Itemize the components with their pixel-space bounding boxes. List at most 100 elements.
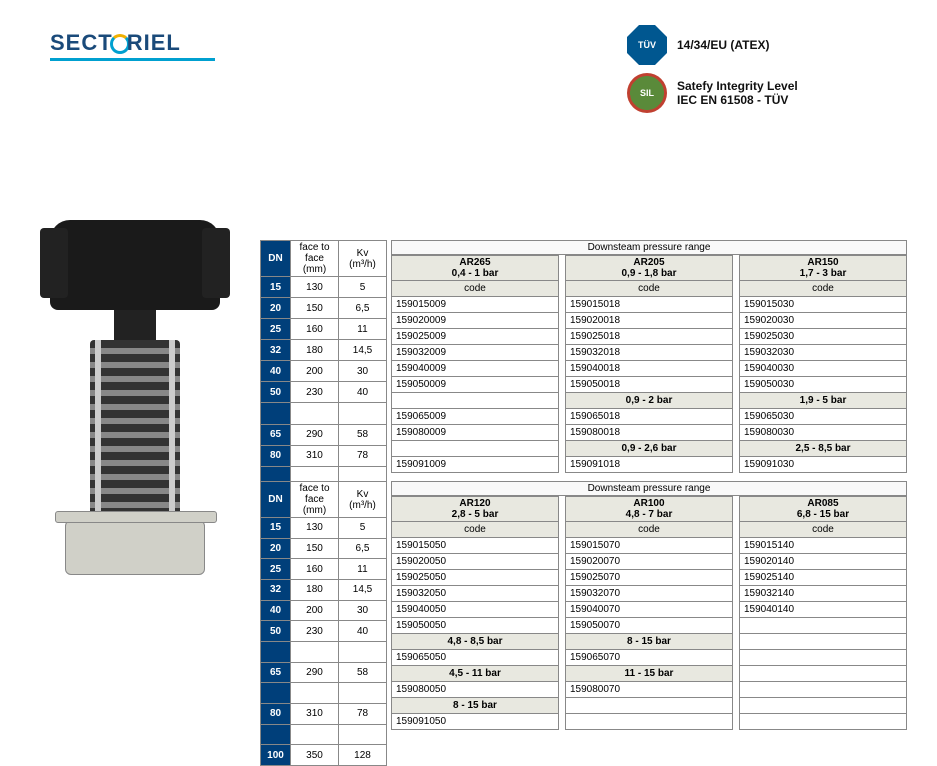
table-row: 201506,5 (261, 298, 387, 319)
code-cell: 159020030 (740, 313, 907, 329)
code-cell: 159020070 (566, 554, 733, 570)
table-row: 5023040 (261, 621, 387, 642)
code-cell: 159025030 (740, 329, 907, 345)
code-cell: 159091030 (740, 457, 907, 473)
logo-underline (50, 58, 215, 61)
kv-header-2: Kv (m³/h) (339, 482, 387, 518)
pressure-range-header-1: Downsteam pressure range (391, 240, 907, 255)
cert-atex-label: 14/34/EU (ATEX) (677, 38, 769, 52)
code-cell: 159015070 (566, 538, 733, 554)
dim-table-1: DN face to face (mm) Kv (m³/h) 151305201… (260, 240, 387, 509)
code-cell: 159065009 (392, 409, 559, 425)
code-cell: 159080070 (566, 682, 733, 698)
code-header: code (392, 281, 559, 297)
code-cell: 159080030 (740, 425, 907, 441)
code-cell (740, 634, 907, 650)
range-subheader: 1,9 - 5 bar (740, 393, 907, 409)
code-cell: 159040140 (740, 602, 907, 618)
tuv-icon: TÜV (627, 25, 667, 65)
range-subheader: 11 - 15 bar (566, 666, 733, 682)
code-cell (740, 618, 907, 634)
code-cell (740, 682, 907, 698)
code-cell: 159065070 (566, 650, 733, 666)
code-table-AR265: AR2650,4 - 1 barcode15901500915902000915… (391, 255, 559, 473)
code-cell: 159032009 (392, 345, 559, 361)
code-cell: 159040030 (740, 361, 907, 377)
range-subheader: 0,9 - 2,6 bar (566, 441, 733, 457)
code-cell: 159025009 (392, 329, 559, 345)
pressure-range-header-2: Downsteam pressure range (391, 481, 907, 496)
table-row: 100350128 (261, 745, 387, 766)
code-cell: 159025140 (740, 570, 907, 586)
kv-header: Kv (m³/h) (339, 241, 387, 277)
code-cell: 159080050 (392, 682, 559, 698)
f2f-header: face to face (mm) (291, 241, 339, 277)
code-cell: 159015009 (392, 297, 559, 313)
product-image (40, 220, 230, 640)
model-header: AR2650,4 - 1 bar (392, 256, 559, 281)
code-cell (740, 666, 907, 682)
code-cell: 159032030 (740, 345, 907, 361)
table-row: 4020030 (261, 600, 387, 621)
model-header: AR1004,8 - 7 bar (566, 497, 733, 522)
code-cell: 159015030 (740, 297, 907, 313)
code-cell: 159080009 (392, 425, 559, 441)
table-row: 4020030 (261, 361, 387, 382)
brand-logo: SECTRIEL (50, 30, 181, 56)
code-header: code (740, 281, 907, 297)
code-cell: 159065030 (740, 409, 907, 425)
code-cell: 159020050 (392, 554, 559, 570)
code-table-AR150: AR1501,7 - 3 barcode15901503015902003015… (739, 255, 907, 473)
table-row: 8031078 (261, 445, 387, 466)
code-cell: 159091050 (392, 714, 559, 730)
range-subheader: 8 - 15 bar (392, 698, 559, 714)
code-cell: 159050030 (740, 377, 907, 393)
code-cell: 159025070 (566, 570, 733, 586)
code-cell: 159032018 (566, 345, 733, 361)
code-cell: 159032140 (740, 586, 907, 602)
code-table-AR120: AR1202,8 - 5 barcode15901505015902005015… (391, 496, 559, 730)
code-cell: 159020140 (740, 554, 907, 570)
dn-header: DN (261, 241, 291, 277)
code-header: code (566, 522, 733, 538)
code-header: code (740, 522, 907, 538)
code-cell: 159020018 (566, 313, 733, 329)
code-table-AR100: AR1004,8 - 7 barcode15901507015902007015… (565, 496, 733, 730)
table-row: 151305 (261, 277, 387, 298)
table-row: 3218014,5 (261, 579, 387, 600)
code-cell: 159040009 (392, 361, 559, 377)
code-cell: 159091009 (392, 457, 559, 473)
table-row: 201506,5 (261, 538, 387, 559)
code-cell: 159050070 (566, 618, 733, 634)
range-subheader: 4,5 - 11 bar (392, 666, 559, 682)
model-header: AR2050,9 - 1,8 bar (566, 256, 733, 281)
code-cell (740, 650, 907, 666)
model-header: AR1501,7 - 3 bar (740, 256, 907, 281)
code-cell: 159040050 (392, 602, 559, 618)
model-header: AR1202,8 - 5 bar (392, 497, 559, 522)
code-cell: 159032050 (392, 586, 559, 602)
table-row: 3218014,5 (261, 340, 387, 361)
code-cell: 159020009 (392, 313, 559, 329)
code-cell: 159065018 (566, 409, 733, 425)
code-cell: 159065050 (392, 650, 559, 666)
cert-sil-label: Satefy Integrity Level IEC EN 61508 - TÜ… (677, 79, 798, 107)
code-cell: 159050009 (392, 377, 559, 393)
spec-tables: DN face to face (mm) Kv (m³/h) 151305201… (260, 240, 907, 738)
range-subheader: 0,9 - 2 bar (566, 393, 733, 409)
table-row: 151305 (261, 518, 387, 539)
table-row: 6529058 (261, 662, 387, 683)
code-cell: 159032070 (566, 586, 733, 602)
sil-icon: SIL (627, 73, 667, 113)
f2f-header-2: face to face (mm) (291, 482, 339, 518)
code-cell: 159040018 (566, 361, 733, 377)
table-row: 2516011 (261, 559, 387, 580)
code-cell (740, 698, 907, 714)
code-table-AR085: AR0856,8 - 15 barcode1590151401590201401… (739, 496, 907, 730)
code-header: code (392, 522, 559, 538)
code-cell: 159025018 (566, 329, 733, 345)
table-row: 6529058 (261, 424, 387, 445)
code-cell: 159040070 (566, 602, 733, 618)
code-cell: 159080018 (566, 425, 733, 441)
code-header: code (566, 281, 733, 297)
